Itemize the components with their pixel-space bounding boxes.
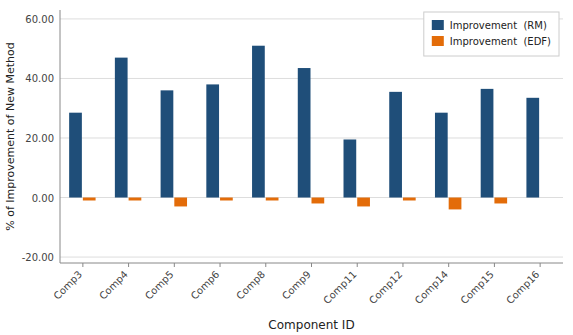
y-axis-label: % of Improvement of New Method (4, 42, 17, 230)
bar (252, 46, 265, 198)
x-tick (402, 263, 403, 267)
x-axis-label: Component ID (268, 318, 354, 332)
x-tick (82, 263, 83, 267)
x-tick-label: Comp16 (504, 269, 541, 306)
x-tick-label: Comp11 (321, 269, 358, 306)
bar (389, 92, 402, 198)
x-tick-label: Comp9 (280, 269, 313, 302)
y-axis-line (60, 10, 61, 263)
x-tick-label: Comp12 (367, 269, 404, 306)
bar (298, 68, 311, 197)
bar (69, 113, 82, 198)
x-tick (540, 263, 541, 267)
bar (83, 198, 96, 201)
grid-line (60, 78, 563, 79)
bar (115, 58, 128, 198)
x-tick-label: Comp6 (189, 269, 222, 302)
x-tick (448, 263, 449, 267)
bar (357, 198, 370, 207)
legend-label: Improvement (EDF) (450, 36, 551, 47)
bars (69, 46, 539, 210)
legend-swatch (432, 36, 444, 46)
x-tick-label: Comp4 (97, 269, 130, 302)
bar (403, 198, 416, 201)
bar (449, 198, 462, 210)
bar (220, 198, 233, 201)
bar (540, 197, 553, 198)
x-tick (220, 263, 221, 267)
bar (344, 139, 357, 197)
y-tick-label: 40.00 (25, 73, 54, 84)
x-tick (494, 263, 495, 267)
bar (481, 89, 494, 198)
x-tick (128, 263, 129, 267)
bar (526, 98, 539, 198)
x-tick (265, 263, 266, 267)
y-tick-label: 0.00 (32, 193, 54, 204)
y-tick-label: 60.00 (25, 14, 54, 25)
x-tick-label: Comp15 (458, 269, 495, 306)
legend: Improvement (RM) Improvement (EDF) (424, 12, 559, 56)
x-tick (174, 263, 175, 267)
x-tick-label: Comp14 (413, 269, 450, 306)
x-tick-label: Comp5 (143, 269, 176, 302)
y-tick-label: -20.00 (22, 252, 54, 263)
y-tick-label: 20.00 (25, 133, 54, 144)
bar (312, 198, 325, 204)
chart: -20.00 0.00 20.00 40.00 60.00 Comp3 Comp4 Comp5… (0, 0, 573, 335)
bar (129, 198, 142, 201)
bar (161, 90, 174, 197)
x-tick-label: Comp3 (51, 269, 84, 302)
bar (266, 198, 279, 201)
x-tick-label: Comp8 (234, 269, 267, 302)
bar (174, 198, 187, 207)
x-tick (311, 263, 312, 267)
legend-box (424, 12, 559, 56)
bar (494, 198, 507, 204)
bar (435, 113, 448, 198)
legend-label: Improvement (RM) (450, 20, 547, 31)
legend-swatch (432, 20, 444, 30)
x-tick (357, 263, 358, 267)
grid-line (60, 257, 563, 258)
bar (206, 84, 219, 197)
